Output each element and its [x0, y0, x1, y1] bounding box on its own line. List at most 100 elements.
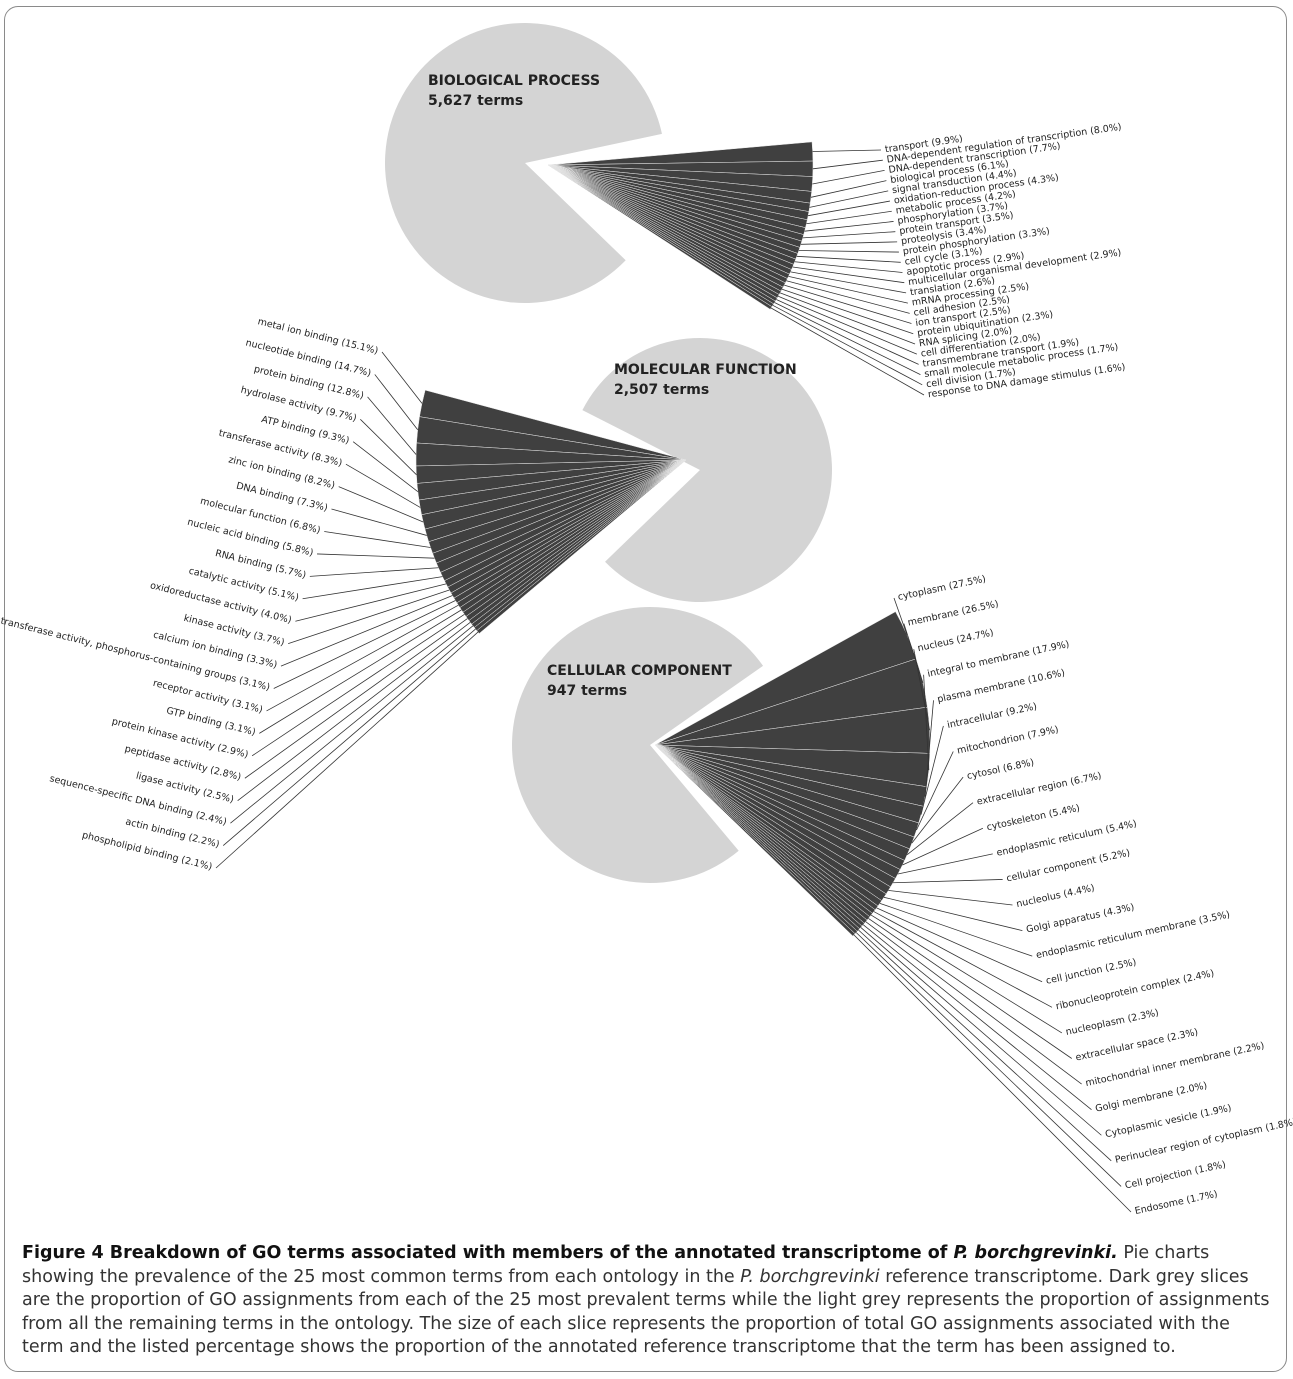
figure-frame — [4, 6, 1287, 1372]
category-label: receptor activity — [152, 678, 231, 708]
category-label: cytoskeleton — [986, 810, 1047, 833]
leader-line — [804, 221, 894, 232]
leader-line — [280, 595, 453, 667]
leader-line — [802, 231, 896, 239]
value-label: (8.3%) — [310, 451, 343, 469]
leader-line — [309, 567, 439, 577]
value-label: (3.1%) — [238, 675, 271, 693]
category-label: Cytoplasmic vesicle — [1104, 1110, 1199, 1140]
value-label: (2.3%) — [1166, 1027, 1199, 1044]
leader-line — [924, 700, 934, 797]
pie-subtitle: 947 terms — [547, 683, 627, 699]
value-label: (4.4%) — [985, 168, 1018, 183]
leader-line — [784, 284, 912, 324]
leader-line — [906, 802, 974, 856]
slice-label: nucleoplasm (2.3%) — [1065, 1007, 1160, 1037]
category-label: DNA binding — [235, 480, 295, 505]
value-label: (6.7%) — [1069, 771, 1102, 788]
leader-line — [259, 609, 462, 734]
category-label: nucleolus — [1015, 890, 1062, 910]
value-label: (10.6%) — [1027, 668, 1066, 687]
leader-line — [855, 932, 1122, 1187]
pie-subtitle: 2,507 terms — [614, 382, 709, 398]
leader-line — [870, 914, 1063, 1034]
category-label: membrane — [907, 607, 960, 629]
leader-line — [237, 622, 471, 802]
leader-line — [883, 896, 1023, 931]
value-label: (12.8%) — [326, 382, 365, 402]
leader-line — [215, 631, 479, 869]
category-label: Golgi apparatus — [1025, 909, 1101, 935]
leader-line — [888, 890, 1013, 906]
value-label: (7.9%) — [1027, 724, 1060, 741]
value-label: (3.5%) — [1198, 909, 1231, 926]
value-label: (3.1%) — [223, 720, 256, 738]
leader-line — [251, 614, 465, 757]
leader-line — [916, 751, 954, 831]
value-label: (9.3%) — [317, 428, 350, 446]
leader-line — [812, 170, 885, 185]
slice-label: mitochondrion (7.9%) — [956, 724, 1060, 756]
value-label: (2.2%) — [1232, 1040, 1265, 1057]
value-label: (8.0%) — [1090, 122, 1123, 137]
value-label: (3.7%) — [976, 200, 1009, 215]
leader-line — [345, 463, 421, 508]
slice-label: Cell projection (1.8%) — [1124, 1159, 1227, 1191]
category-label: cell junction — [1045, 964, 1103, 987]
value-label: (2.5%) — [997, 281, 1030, 296]
rest-slice — [512, 606, 764, 883]
category-label: peptidase activity — [124, 744, 209, 775]
leader-line — [911, 776, 964, 844]
leader-line — [923, 674, 930, 771]
value-label: (2.9%) — [216, 742, 249, 760]
value-label: (4.0%) — [259, 608, 292, 626]
leader-line — [806, 210, 892, 225]
caption: Figure 4 Breakdown of GO terms associate… — [22, 1242, 1272, 1360]
value-label: (2.2%) — [187, 832, 220, 850]
slice-label: nucleus (24.7%) — [917, 627, 995, 654]
value-label: (1.7%) — [1086, 342, 1119, 357]
caption-title: Figure 4 Breakdown of GO terms associate… — [22, 1243, 954, 1263]
slice — [547, 164, 773, 310]
value-label: (3.1%) — [231, 698, 264, 716]
category-label: cytoplasm — [897, 582, 947, 603]
value-label: (14.7%) — [333, 360, 372, 380]
slice-label: Endosome (1.7%) — [1134, 1189, 1219, 1217]
slice-label: cytoplasm (27.5%) — [897, 574, 987, 603]
value-label: (3.4%) — [955, 224, 988, 239]
leader-line — [897, 853, 993, 875]
leader-line — [902, 827, 984, 866]
leader-line — [770, 307, 925, 396]
leader-line — [786, 280, 910, 314]
leader-line — [302, 576, 443, 600]
value-label: (8.2%) — [303, 473, 336, 491]
value-label: (24.7%) — [956, 627, 995, 646]
category-label: extracellular space — [1075, 1034, 1166, 1064]
category-label: plasma membrane — [936, 676, 1026, 705]
value-label: (5.4%) — [1048, 803, 1081, 820]
value-label: (6.8%) — [288, 518, 321, 536]
leader-line — [798, 250, 899, 253]
leader-line — [853, 934, 1132, 1213]
slice — [476, 459, 687, 634]
category-label: mitochondrion — [956, 731, 1026, 756]
value-label: (5.1%) — [267, 585, 300, 603]
pie-title: BIOLOGICAL PROCESS — [428, 73, 600, 89]
value-label: (15.1%) — [340, 337, 379, 357]
leader-line — [244, 618, 468, 779]
value-label: (1.8%) — [1264, 1117, 1293, 1134]
value-label: (7.3%) — [296, 496, 329, 514]
value-label: (17.9%) — [1031, 639, 1070, 658]
slice-label: intracellular (9.2%) — [946, 701, 1038, 731]
value-label: (3.7%) — [252, 630, 285, 648]
leader-line — [858, 929, 1112, 1162]
category-label: integral to membrane — [926, 647, 1030, 679]
value-label: (2.9%) — [1089, 247, 1122, 262]
category-label: protein binding — [253, 364, 326, 392]
leader-line — [774, 302, 921, 375]
leader-line — [324, 531, 431, 548]
value-label: (3.3%) — [1018, 226, 1051, 241]
value-label: (2.5%) — [979, 305, 1012, 320]
category-label: extracellular region — [976, 778, 1069, 808]
